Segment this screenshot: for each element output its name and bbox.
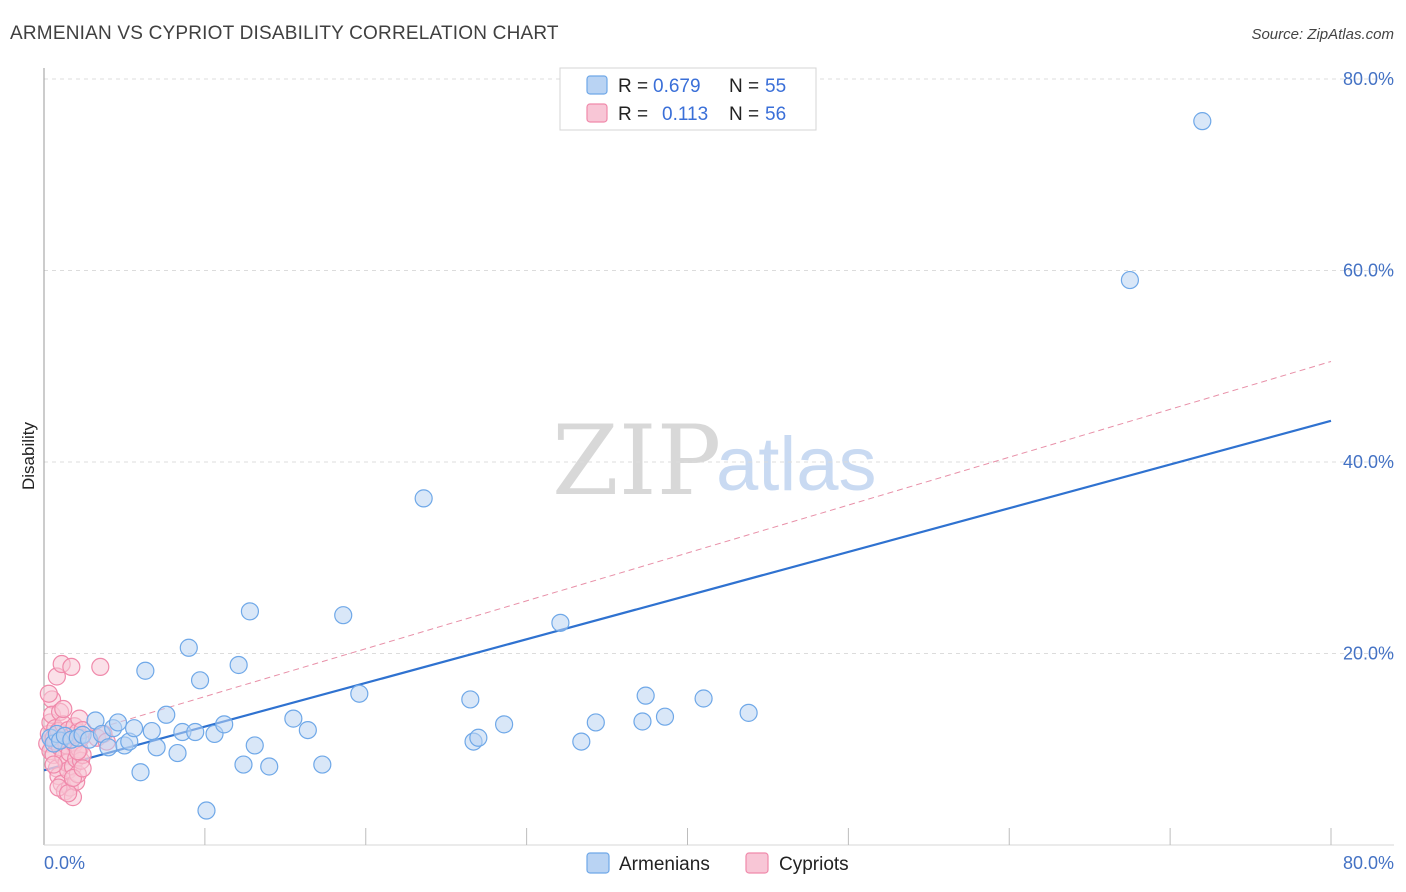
y-tick-label: 40.0% <box>1343 452 1394 472</box>
cypriots-n-value: 56 <box>765 104 786 125</box>
scatter-points <box>38 112 1212 820</box>
point-armenians <box>633 712 652 731</box>
point-armenians <box>136 661 155 680</box>
point-armenians <box>1120 270 1140 290</box>
trend-line-armenians <box>43 419 1332 772</box>
cypriots-n-label: N = <box>729 104 759 125</box>
point-armenians <box>284 709 303 728</box>
chart-title: ARMENIAN VS CYPRIOT DISABILITY CORRELATI… <box>10 23 559 44</box>
point-armenians <box>168 743 187 763</box>
point-armenians <box>190 671 210 690</box>
armenians-n-label: N = <box>729 76 759 97</box>
watermark: ZIP atlas <box>552 405 877 517</box>
point-armenians <box>260 757 279 776</box>
point-armenians <box>240 602 260 621</box>
legend-cypriots-swatch <box>745 852 769 874</box>
y-axis-label: Disability <box>19 421 38 490</box>
point-armenians <box>350 684 369 703</box>
legend-cypriots-label: Cypriots <box>779 854 849 875</box>
point-armenians <box>495 715 514 734</box>
point-armenians <box>1193 112 1212 131</box>
armenians-swatch <box>586 75 608 95</box>
y-tick-label: 20.0% <box>1343 644 1394 664</box>
y-tick-label: 80.0% <box>1343 69 1394 89</box>
legend-armenians-swatch <box>586 852 610 874</box>
point-armenians <box>586 713 605 732</box>
point-cypriots <box>59 784 78 803</box>
point-armenians <box>215 715 234 734</box>
point-cypriots <box>39 684 58 703</box>
cypriots-swatch <box>586 103 608 123</box>
point-armenians <box>469 728 488 747</box>
point-armenians <box>147 738 166 757</box>
gridlines <box>44 78 1394 654</box>
stats-legend: R = 0.679 N = 55 R = 0.113 N = 56 <box>559 67 817 131</box>
point-armenians <box>551 613 570 632</box>
point-armenians <box>313 755 332 774</box>
armenians-r-label: R = <box>618 76 648 97</box>
point-armenians <box>334 606 353 625</box>
point-cypriots <box>91 657 110 677</box>
armenians-n-value: 55 <box>765 76 786 97</box>
point-armenians <box>186 722 205 742</box>
point-armenians <box>461 690 480 709</box>
watermark-zip: ZIP <box>552 405 721 517</box>
point-armenians <box>655 707 675 726</box>
point-cypriots <box>62 657 81 677</box>
trend-line-cypriots <box>43 360 1332 745</box>
point-armenians <box>124 719 144 738</box>
point-armenians <box>298 720 317 740</box>
point-armenians <box>197 801 216 820</box>
point-armenians <box>739 703 758 722</box>
trend-lines <box>43 360 1332 772</box>
watermark-atlas: atlas <box>716 422 877 507</box>
x-tick-label-min: 0.0% <box>44 853 85 873</box>
point-armenians <box>234 755 253 774</box>
point-armenians <box>636 686 655 705</box>
series-legend: Armenians Cypriots <box>586 852 849 875</box>
point-armenians <box>99 738 118 757</box>
point-cypriots <box>54 699 73 719</box>
legend-armenians-label: Armenians <box>619 854 710 875</box>
armenians-r-value: 0.679 <box>653 76 701 97</box>
chart-source: Source: ZipAtlas.com <box>1251 26 1394 43</box>
point-armenians <box>229 655 248 675</box>
cypriots-r-value: 0.113 <box>662 104 708 125</box>
point-armenians <box>157 705 176 724</box>
point-armenians <box>108 713 128 732</box>
point-armenians <box>142 721 161 741</box>
point-armenians <box>414 489 433 508</box>
x-tick-label-max: 80.0% <box>1343 853 1394 873</box>
y-tick-labels: 20.0% 40.0% 60.0% 80.0% <box>1343 69 1394 664</box>
point-armenians <box>179 638 198 657</box>
point-armenians <box>694 689 713 708</box>
point-armenians <box>572 732 591 751</box>
cypriots-r-label: R = <box>618 104 648 125</box>
point-cypriots <box>73 759 92 778</box>
point-armenians <box>131 763 150 782</box>
x-axis-ticks <box>204 828 1332 845</box>
point-cypriots <box>44 755 63 774</box>
point-armenians <box>245 736 264 755</box>
y-tick-label: 60.0% <box>1343 261 1394 281</box>
